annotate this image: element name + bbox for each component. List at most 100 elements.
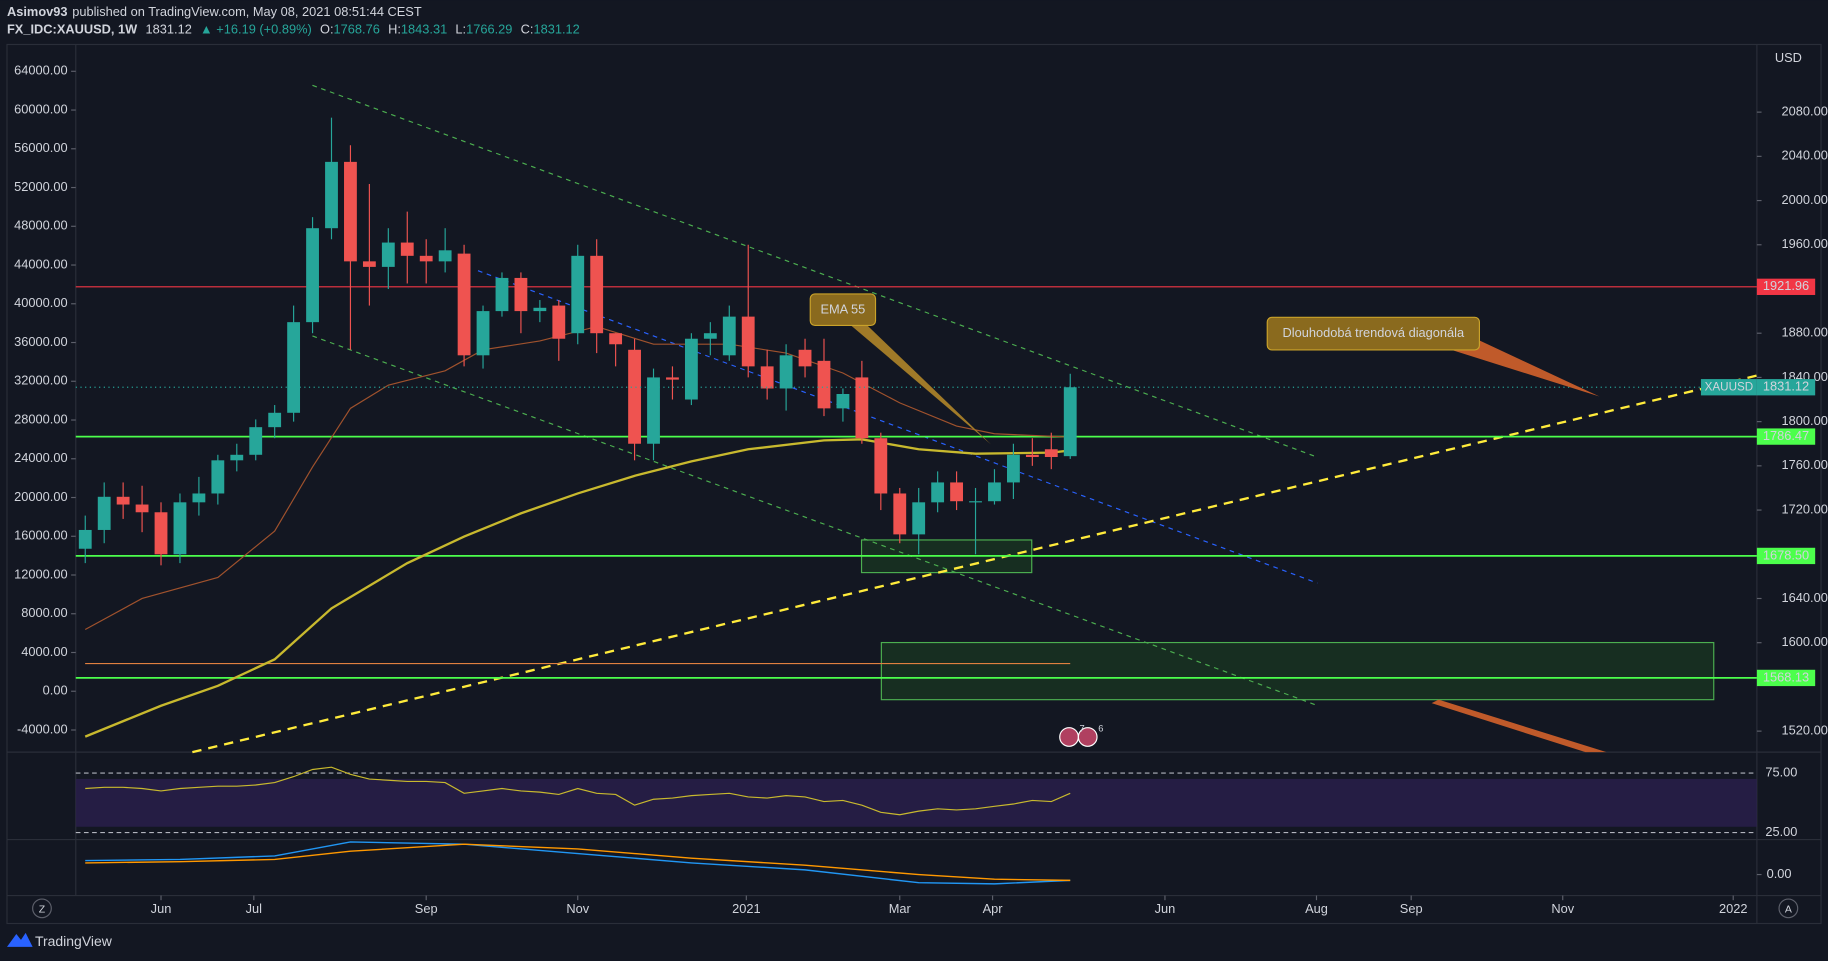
last-price-box [1756, 379, 1816, 396]
y2-tick-label: -4000.00 [17, 721, 68, 736]
x-tick-label: Sep [415, 901, 438, 916]
candle-body [628, 349, 641, 444]
trend-line [312, 84, 1318, 458]
macd-line [85, 841, 1071, 885]
y2-tick-label: 24000.00 [14, 450, 67, 465]
candle-body [381, 242, 395, 267]
y-tick-label: 1720.00 [1782, 501, 1828, 516]
y-tick-label: 2080.00 [1782, 104, 1828, 119]
candle-body [230, 454, 244, 461]
candle-body [969, 501, 982, 503]
candle-body [268, 412, 282, 428]
candle-body [703, 333, 717, 339]
rsi-line [85, 766, 1071, 816]
zoom-icon: Z [39, 904, 46, 915]
y2-tick-label: 40000.00 [14, 295, 67, 310]
candle-body [741, 316, 755, 367]
x-tick-label: Nov [566, 901, 589, 916]
candle-body [722, 316, 736, 356]
annotation: EMA 55 [820, 302, 865, 317]
trend-line [312, 335, 1318, 707]
candle-body [1063, 387, 1077, 457]
callout-box [809, 293, 877, 327]
y-tick-label: 1520.00 [1782, 723, 1828, 738]
brand-logo [6, 932, 33, 947]
symbol-label: XAUUSD [1705, 380, 1754, 393]
candle-body [287, 322, 301, 413]
x-tick-label: Jul [246, 901, 262, 916]
x-tick-label: Jun [151, 901, 172, 916]
callout-pointer [851, 325, 991, 445]
candle-body [476, 311, 490, 356]
x-tick-label: Apr [983, 901, 1004, 916]
candle-body [684, 338, 698, 400]
l-value: 1766.29 [466, 22, 512, 37]
y-tick-label: 1960.00 [1782, 236, 1828, 251]
level-label-box [1756, 428, 1816, 445]
auto-button[interactable] [1778, 898, 1799, 919]
o-label: O: [320, 22, 334, 37]
candle-body [116, 496, 130, 505]
candle-body [249, 427, 263, 455]
pane-frame [6, 43, 1822, 925]
candle-body [779, 355, 793, 389]
y2-tick-label: 16000.00 [14, 528, 67, 543]
callout-pointer [1451, 338, 1600, 397]
candle-body [647, 377, 660, 444]
candle-body [400, 242, 414, 256]
y2-tick-label: 8000.00 [21, 605, 67, 620]
candle-body [855, 377, 869, 439]
l-label: L: [455, 22, 466, 37]
y2-tick-label: 32000.00 [14, 373, 67, 388]
y2-tick-label: 28000.00 [14, 411, 67, 426]
last: 1831.12 [146, 22, 192, 37]
candle-body [362, 261, 376, 267]
y-tick-label: 1880.00 [1782, 325, 1828, 340]
y-tick-label: 2000.00 [1782, 192, 1828, 207]
candle-body [211, 460, 225, 494]
candle-body [590, 255, 604, 334]
y2-tick-label: 20000.00 [14, 489, 67, 504]
h-value: 1843.31 [401, 22, 447, 37]
header-author: Asimov93 published on TradingView.com, Ma… [7, 4, 422, 19]
zone [880, 641, 1715, 701]
auto-icon: A [1785, 904, 1792, 915]
candle-body [666, 377, 679, 380]
candle-body [931, 482, 945, 503]
c-value: 1831.12 [533, 22, 579, 37]
candle-body [760, 366, 774, 389]
header-quote: FX_IDC:XAUUSD, 1W 1831.12 ▲ +16.19 (+0.8… [7, 22, 580, 37]
candle-body [306, 228, 319, 323]
x-tick-label: Jun [1155, 901, 1176, 916]
candle-body [1044, 449, 1058, 458]
candle-body [154, 512, 168, 555]
brand: TradingView [35, 933, 113, 949]
candle-body [988, 482, 1001, 502]
event-icon[interactable] [1059, 727, 1079, 747]
candle-body [1006, 454, 1020, 483]
y2-tick-label: 4000.00 [21, 644, 67, 659]
x-tick-label: 2022 [1719, 901, 1748, 916]
callout-box [1266, 316, 1481, 351]
level-label: 1678.50 [1763, 547, 1809, 562]
y-tick-label: 2040.00 [1782, 148, 1828, 163]
level-label-box [1756, 669, 1816, 687]
annotation: Dlouhodobá trendová diagonála [1282, 325, 1465, 340]
y-tick-label: 1600.00 [1782, 634, 1828, 649]
y2-tick-label: 64000.00 [14, 63, 67, 78]
candle-body [457, 253, 471, 356]
y-tick-label: 1640.00 [1782, 590, 1828, 605]
last-price-label: 1831.12 [1763, 379, 1809, 394]
zoom-button[interactable] [32, 898, 52, 919]
x-tick-label: Nov [1551, 901, 1574, 916]
candle-body [495, 277, 509, 312]
event-icon[interactable] [1077, 727, 1098, 747]
o-value: 1768.76 [334, 22, 380, 37]
y-tick-label: 1760.00 [1782, 457, 1828, 472]
level-label: 1568.13 [1763, 669, 1809, 684]
callout-pointer [1431, 699, 1607, 753]
level-label: 1786.47 [1763, 428, 1809, 443]
moving-average [84, 326, 1071, 631]
macd-tick-label: 0.00 [1767, 866, 1792, 881]
